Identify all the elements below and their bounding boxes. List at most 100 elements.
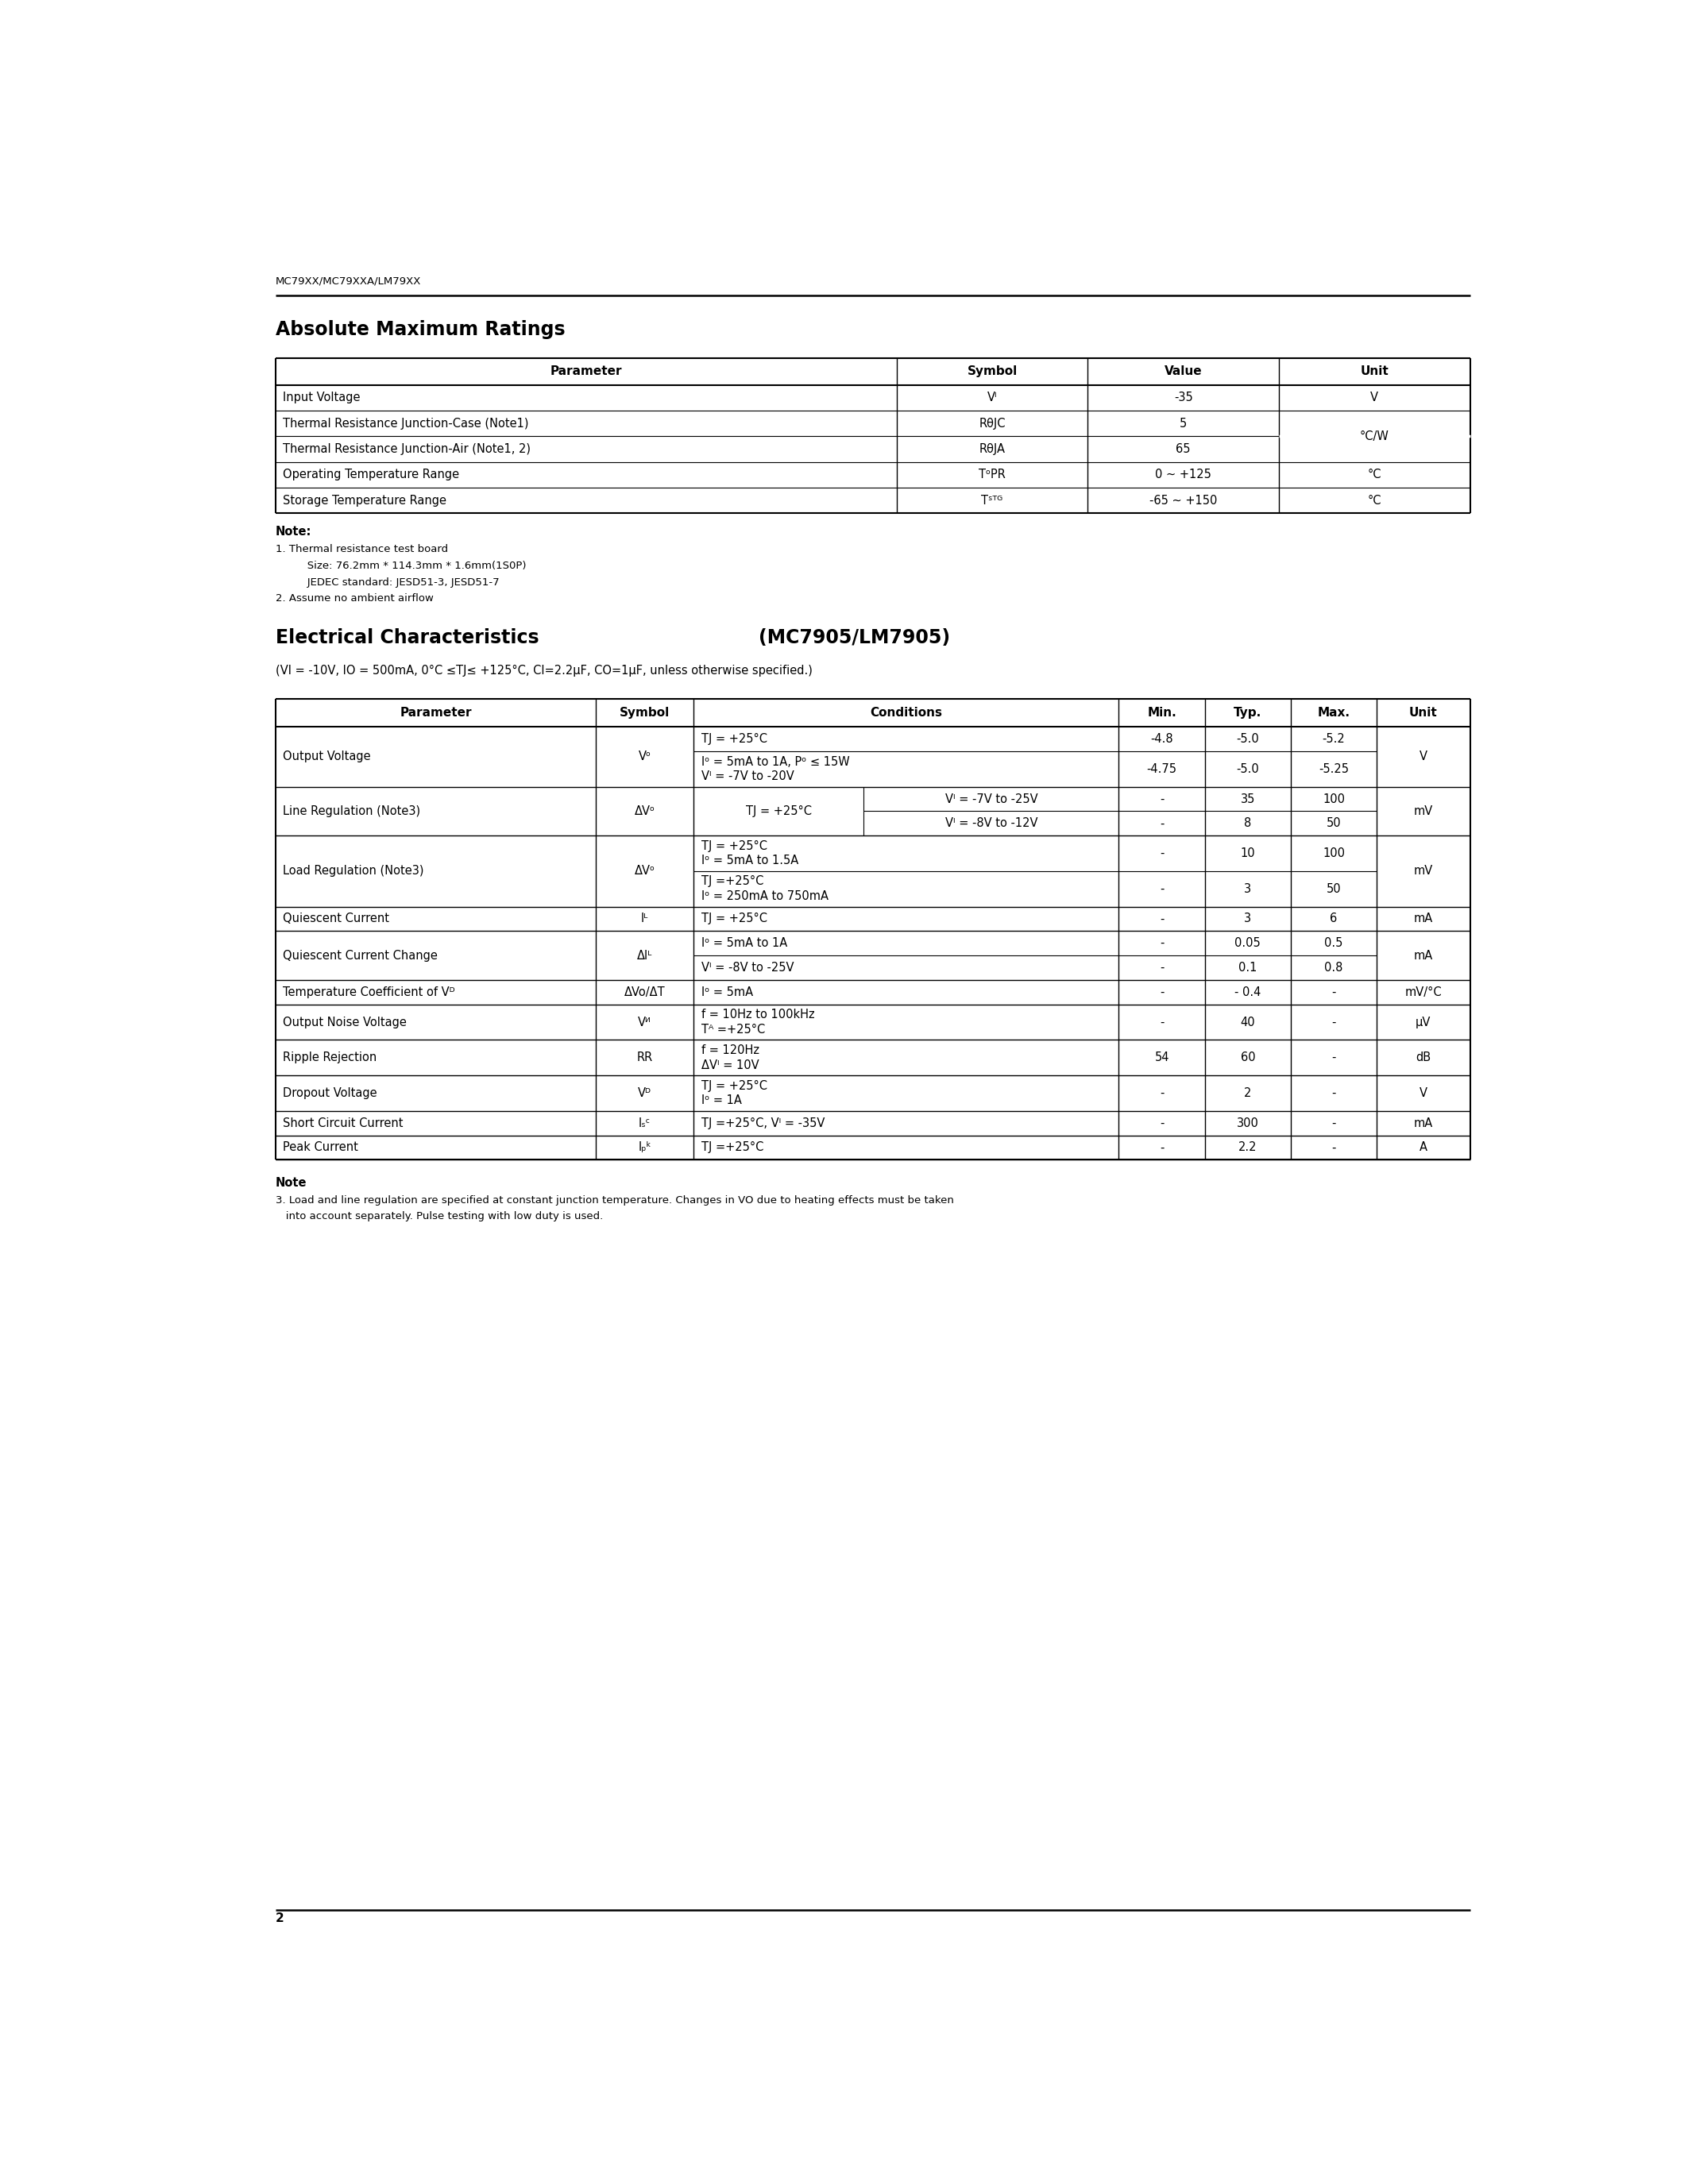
Text: Output Voltage: Output Voltage — [284, 751, 371, 762]
Text: TJ = +25°C: TJ = +25°C — [701, 913, 766, 924]
Text: RR: RR — [636, 1053, 653, 1064]
Text: Dropout Voltage: Dropout Voltage — [284, 1088, 376, 1099]
Text: mV/°C: mV/°C — [1404, 987, 1442, 998]
Text: V: V — [1420, 751, 1428, 762]
Text: 3: 3 — [1244, 913, 1251, 924]
Text: 100: 100 — [1323, 793, 1345, 806]
Text: ΔVᵒ: ΔVᵒ — [635, 806, 655, 817]
Text: -4.75: -4.75 — [1146, 762, 1177, 775]
Text: Operating Temperature Range: Operating Temperature Range — [284, 470, 459, 480]
Text: TJ = +25°C
Iᵒ = 1A: TJ = +25°C Iᵒ = 1A — [701, 1079, 766, 1107]
Text: 100: 100 — [1323, 847, 1345, 858]
Text: °C: °C — [1367, 494, 1381, 507]
Text: Vᴰ: Vᴰ — [638, 1088, 652, 1099]
Text: Conditions: Conditions — [869, 708, 942, 719]
Text: 50: 50 — [1327, 817, 1342, 830]
Text: Parameter: Parameter — [550, 365, 623, 378]
Text: TJ = +25°C
Iᵒ = 5mA to 1.5A: TJ = +25°C Iᵒ = 5mA to 1.5A — [701, 841, 798, 867]
Text: Short Circuit Current: Short Circuit Current — [284, 1118, 403, 1129]
Text: -: - — [1160, 961, 1165, 974]
Text: TᵒPR: TᵒPR — [979, 470, 1006, 480]
Text: into account separately. Pulse testing with low duty is used.: into account separately. Pulse testing w… — [275, 1212, 603, 1221]
Text: Temperature Coefficient of Vᴰ: Temperature Coefficient of Vᴰ — [284, 987, 456, 998]
Text: 50: 50 — [1327, 882, 1342, 895]
Text: Tˢᵀᴳ: Tˢᵀᴳ — [981, 494, 1003, 507]
Text: mA: mA — [1415, 913, 1433, 924]
Text: (MC7905/LM7905): (MC7905/LM7905) — [760, 629, 950, 646]
Text: TJ = +25°C: TJ = +25°C — [701, 734, 766, 745]
Text: -: - — [1160, 793, 1165, 806]
Text: ΔIᴸ: ΔIᴸ — [636, 950, 652, 961]
Text: °C: °C — [1367, 470, 1381, 480]
Text: -35: -35 — [1173, 391, 1193, 404]
Text: TJ =+25°C: TJ =+25°C — [701, 1142, 763, 1153]
Text: mA: mA — [1415, 950, 1433, 961]
Text: 6: 6 — [1330, 913, 1337, 924]
Text: 0.05: 0.05 — [1236, 937, 1261, 950]
Text: Storage Temperature Range: Storage Temperature Range — [284, 494, 447, 507]
Text: 35: 35 — [1241, 793, 1256, 806]
Text: Thermal Resistance Junction-Case (Note1): Thermal Resistance Junction-Case (Note1) — [284, 417, 528, 430]
Text: -: - — [1160, 1016, 1165, 1029]
Text: -: - — [1332, 1053, 1335, 1064]
Text: 65: 65 — [1177, 443, 1190, 454]
Text: -: - — [1332, 1118, 1335, 1129]
Text: Vᴵ = -7V to -25V: Vᴵ = -7V to -25V — [945, 793, 1038, 806]
Text: μV: μV — [1416, 1016, 1431, 1029]
Text: -: - — [1160, 987, 1165, 998]
Text: f = 10Hz to 100kHz
Tᴬ =+25°C: f = 10Hz to 100kHz Tᴬ =+25°C — [701, 1009, 814, 1035]
Text: 60: 60 — [1241, 1053, 1256, 1064]
Text: °C/W: °C/W — [1361, 430, 1389, 443]
Text: -5.25: -5.25 — [1318, 762, 1349, 775]
Text: -: - — [1332, 1016, 1335, 1029]
Text: 0.8: 0.8 — [1325, 961, 1344, 974]
Text: Unit: Unit — [1409, 708, 1438, 719]
Text: mV: mV — [1415, 865, 1433, 878]
Text: JEDEC standard: JESD51-3, JESD51-7: JEDEC standard: JESD51-3, JESD51-7 — [297, 577, 500, 587]
Text: 5: 5 — [1180, 417, 1187, 430]
Text: ΔVo/ΔT: ΔVo/ΔT — [625, 987, 665, 998]
Text: -5.0: -5.0 — [1236, 762, 1259, 775]
Text: Quiescent Current Change: Quiescent Current Change — [284, 950, 437, 961]
Text: Iᵒ = 5mA to 1A, Pᵒ ≤ 15W
Vᴵ = -7V to -20V: Iᵒ = 5mA to 1A, Pᵒ ≤ 15W Vᴵ = -7V to -20… — [701, 756, 849, 782]
Text: 2.2: 2.2 — [1239, 1142, 1258, 1153]
Text: -: - — [1160, 937, 1165, 950]
Text: 0.5: 0.5 — [1325, 937, 1344, 950]
Text: dB: dB — [1416, 1053, 1431, 1064]
Text: TJ = +25°C: TJ = +25°C — [746, 806, 812, 817]
Text: Note: Note — [275, 1177, 307, 1188]
Text: mV: mV — [1415, 806, 1433, 817]
Text: TJ =+25°C
Iᵒ = 250mA to 750mA: TJ =+25°C Iᵒ = 250mA to 750mA — [701, 876, 829, 902]
Text: -: - — [1160, 1118, 1165, 1129]
Text: Input Voltage: Input Voltage — [284, 391, 361, 404]
Text: Vᴵ = -8V to -12V: Vᴵ = -8V to -12V — [945, 817, 1038, 830]
Text: -5.2: -5.2 — [1322, 734, 1345, 745]
Text: Vᴻ: Vᴻ — [638, 1016, 652, 1029]
Text: Unit: Unit — [1361, 365, 1389, 378]
Text: RθJA: RθJA — [979, 443, 1006, 454]
Text: 40: 40 — [1241, 1016, 1256, 1029]
Text: TJ =+25°C, Vᴵ = -35V: TJ =+25°C, Vᴵ = -35V — [701, 1118, 824, 1129]
Text: Iᵒ = 5mA: Iᵒ = 5mA — [701, 987, 753, 998]
Text: -4.8: -4.8 — [1151, 734, 1173, 745]
Text: 300: 300 — [1237, 1118, 1259, 1129]
Text: RθJC: RθJC — [979, 417, 1006, 430]
Text: -: - — [1332, 1088, 1335, 1099]
Text: -: - — [1160, 1088, 1165, 1099]
Text: 3: 3 — [1244, 882, 1251, 895]
Text: mA: mA — [1415, 1118, 1433, 1129]
Text: Thermal Resistance Junction-Air (Note1, 2): Thermal Resistance Junction-Air (Note1, … — [284, 443, 530, 454]
Text: -: - — [1160, 882, 1165, 895]
Text: 3. Load and line regulation are specified at constant junction temperature. Chan: 3. Load and line regulation are specifie… — [275, 1195, 954, 1206]
Text: 1. Thermal resistance test board: 1. Thermal resistance test board — [275, 544, 447, 555]
Text: V: V — [1420, 1088, 1428, 1099]
Text: Vᵒ: Vᵒ — [638, 751, 652, 762]
Text: - 0.4: - 0.4 — [1234, 987, 1261, 998]
Text: -: - — [1160, 847, 1165, 858]
Text: A: A — [1420, 1142, 1428, 1153]
Text: Line Regulation (Note3): Line Regulation (Note3) — [284, 806, 420, 817]
Text: Iᵒ = 5mA to 1A: Iᵒ = 5mA to 1A — [701, 937, 787, 950]
Text: Typ.: Typ. — [1234, 708, 1263, 719]
Text: Electrical Characteristics: Electrical Characteristics — [275, 629, 545, 646]
Text: 2. Assume no ambient airflow: 2. Assume no ambient airflow — [275, 594, 434, 603]
